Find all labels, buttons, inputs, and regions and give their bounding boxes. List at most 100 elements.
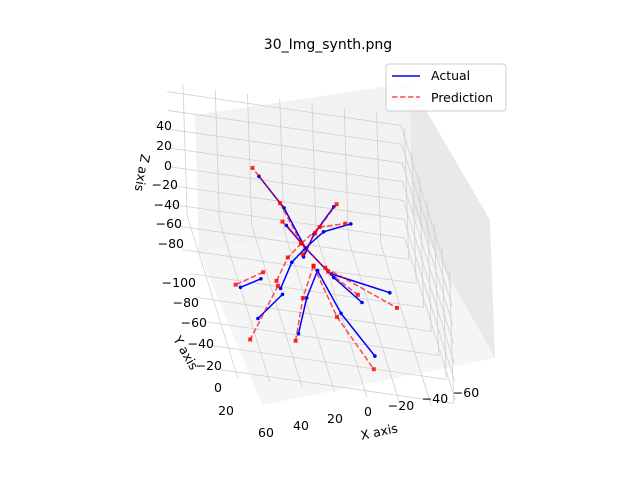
data-point-prediction	[261, 270, 266, 275]
grid-line	[403, 219, 456, 382]
grid-line	[168, 128, 403, 164]
data-point-prediction	[311, 263, 316, 268]
z-axis: 40 20 0 −20 −40 −60 −80 Z axis	[132, 118, 184, 251]
data-point-prediction	[293, 338, 298, 343]
x-tick-label: 20	[327, 411, 343, 426]
data-point-prediction	[335, 314, 339, 319]
z-tick-label: 20	[156, 138, 172, 153]
series-prediction	[233, 165, 399, 372]
data-point-prediction	[323, 265, 328, 270]
legend: Actual Prediction	[385, 63, 507, 112]
data-point-actual	[304, 296, 309, 300]
y-tick-label: 20	[218, 403, 234, 418]
z-tick-label: 40	[156, 118, 172, 133]
data-point-actual	[259, 277, 263, 281]
data-point-prediction	[300, 252, 305, 257]
data-point-prediction	[317, 225, 322, 230]
series-line-prediction	[281, 221, 302, 244]
grid-line	[348, 239, 400, 402]
data-point-actual	[349, 222, 353, 226]
data-point-prediction	[248, 337, 253, 342]
grid-line	[170, 185, 405, 220]
axis-panes	[167, 83, 495, 407]
data-point-prediction	[326, 269, 331, 274]
grid-line	[401, 162, 454, 326]
data-point-prediction	[285, 255, 290, 260]
series-line-actual	[257, 293, 284, 320]
chart-title: 30_Img_synth.png	[264, 37, 392, 53]
grid-line	[404, 237, 456, 401]
data-point-prediction	[343, 221, 348, 226]
data-point-prediction	[313, 231, 318, 236]
x-tick-label: 40	[293, 418, 309, 433]
z-tick-label: 0	[164, 158, 172, 173]
grid-line	[219, 369, 454, 404]
grid-line	[197, 297, 432, 332]
series-line-prediction	[324, 267, 398, 309]
data-point-prediction	[276, 283, 280, 288]
grid-line	[283, 229, 335, 393]
y-tick-label: −100	[162, 275, 196, 290]
z-axis-label: Z axis	[132, 153, 153, 193]
data-point-actual	[290, 260, 294, 265]
data-point-actual	[238, 285, 243, 290]
grid-line	[169, 166, 404, 201]
plot-area	[233, 165, 399, 372]
data-point-prediction	[395, 305, 399, 310]
data-point-prediction	[334, 202, 339, 207]
z-tick-label: −40	[154, 197, 180, 212]
data-point-prediction	[300, 296, 305, 300]
z-tick-label: −60	[156, 216, 182, 231]
series-line-prediction	[235, 271, 264, 286]
z-tick-label: −20	[152, 177, 178, 192]
grid-line	[401, 144, 453, 307]
y-tick-label: −80	[173, 295, 199, 310]
y-tick-label: −40	[188, 336, 214, 351]
data-point-actual	[256, 316, 260, 321]
data-point-prediction	[355, 292, 360, 297]
series-line-actual	[240, 278, 262, 288]
data-point-prediction	[274, 278, 279, 283]
data-point-actual	[321, 230, 326, 234]
grid-line	[212, 345, 447, 380]
grid-line	[251, 225, 303, 388]
data-point-actual	[388, 290, 392, 295]
grid-line	[219, 220, 271, 383]
grid-line	[315, 234, 368, 397]
data-point-prediction	[233, 282, 238, 287]
legend-label-actual: Actual	[431, 68, 470, 83]
x-tick-label: 60	[258, 425, 274, 440]
x-tick-label: 0	[364, 404, 372, 419]
y-pane	[199, 212, 495, 405]
grid-line	[168, 147, 403, 183]
y-tick-label: −60	[181, 315, 207, 330]
data-point-actual	[339, 311, 343, 316]
data-point-actual	[332, 275, 336, 280]
grid-line	[167, 91, 402, 126]
legend-label-prediction: Prediction	[431, 90, 493, 105]
y-tick-label: −20	[196, 358, 222, 373]
data-point-prediction	[371, 367, 376, 372]
data-point-actual	[373, 354, 377, 358]
series-line-prediction	[249, 285, 279, 340]
x-pane	[410, 83, 495, 358]
y-tick-label: 0	[214, 380, 222, 395]
data-point-prediction	[278, 201, 282, 206]
grid-line	[182, 249, 417, 284]
series-line-prediction	[300, 242, 359, 296]
z-tick-label: −80	[158, 236, 184, 251]
data-point-prediction	[250, 165, 255, 170]
grid-line	[402, 181, 454, 344]
data-point-prediction	[280, 219, 285, 224]
grid-line	[403, 200, 455, 363]
grid-line	[186, 215, 239, 379]
x-tick-label: −60	[453, 385, 479, 400]
grid-line	[167, 110, 402, 145]
data-point-actual	[315, 268, 320, 273]
grid-line	[170, 203, 405, 239]
grid-line	[174, 225, 409, 260]
series-line-prediction	[251, 167, 303, 244]
data-point-prediction	[299, 241, 304, 246]
grid-line	[204, 321, 439, 356]
